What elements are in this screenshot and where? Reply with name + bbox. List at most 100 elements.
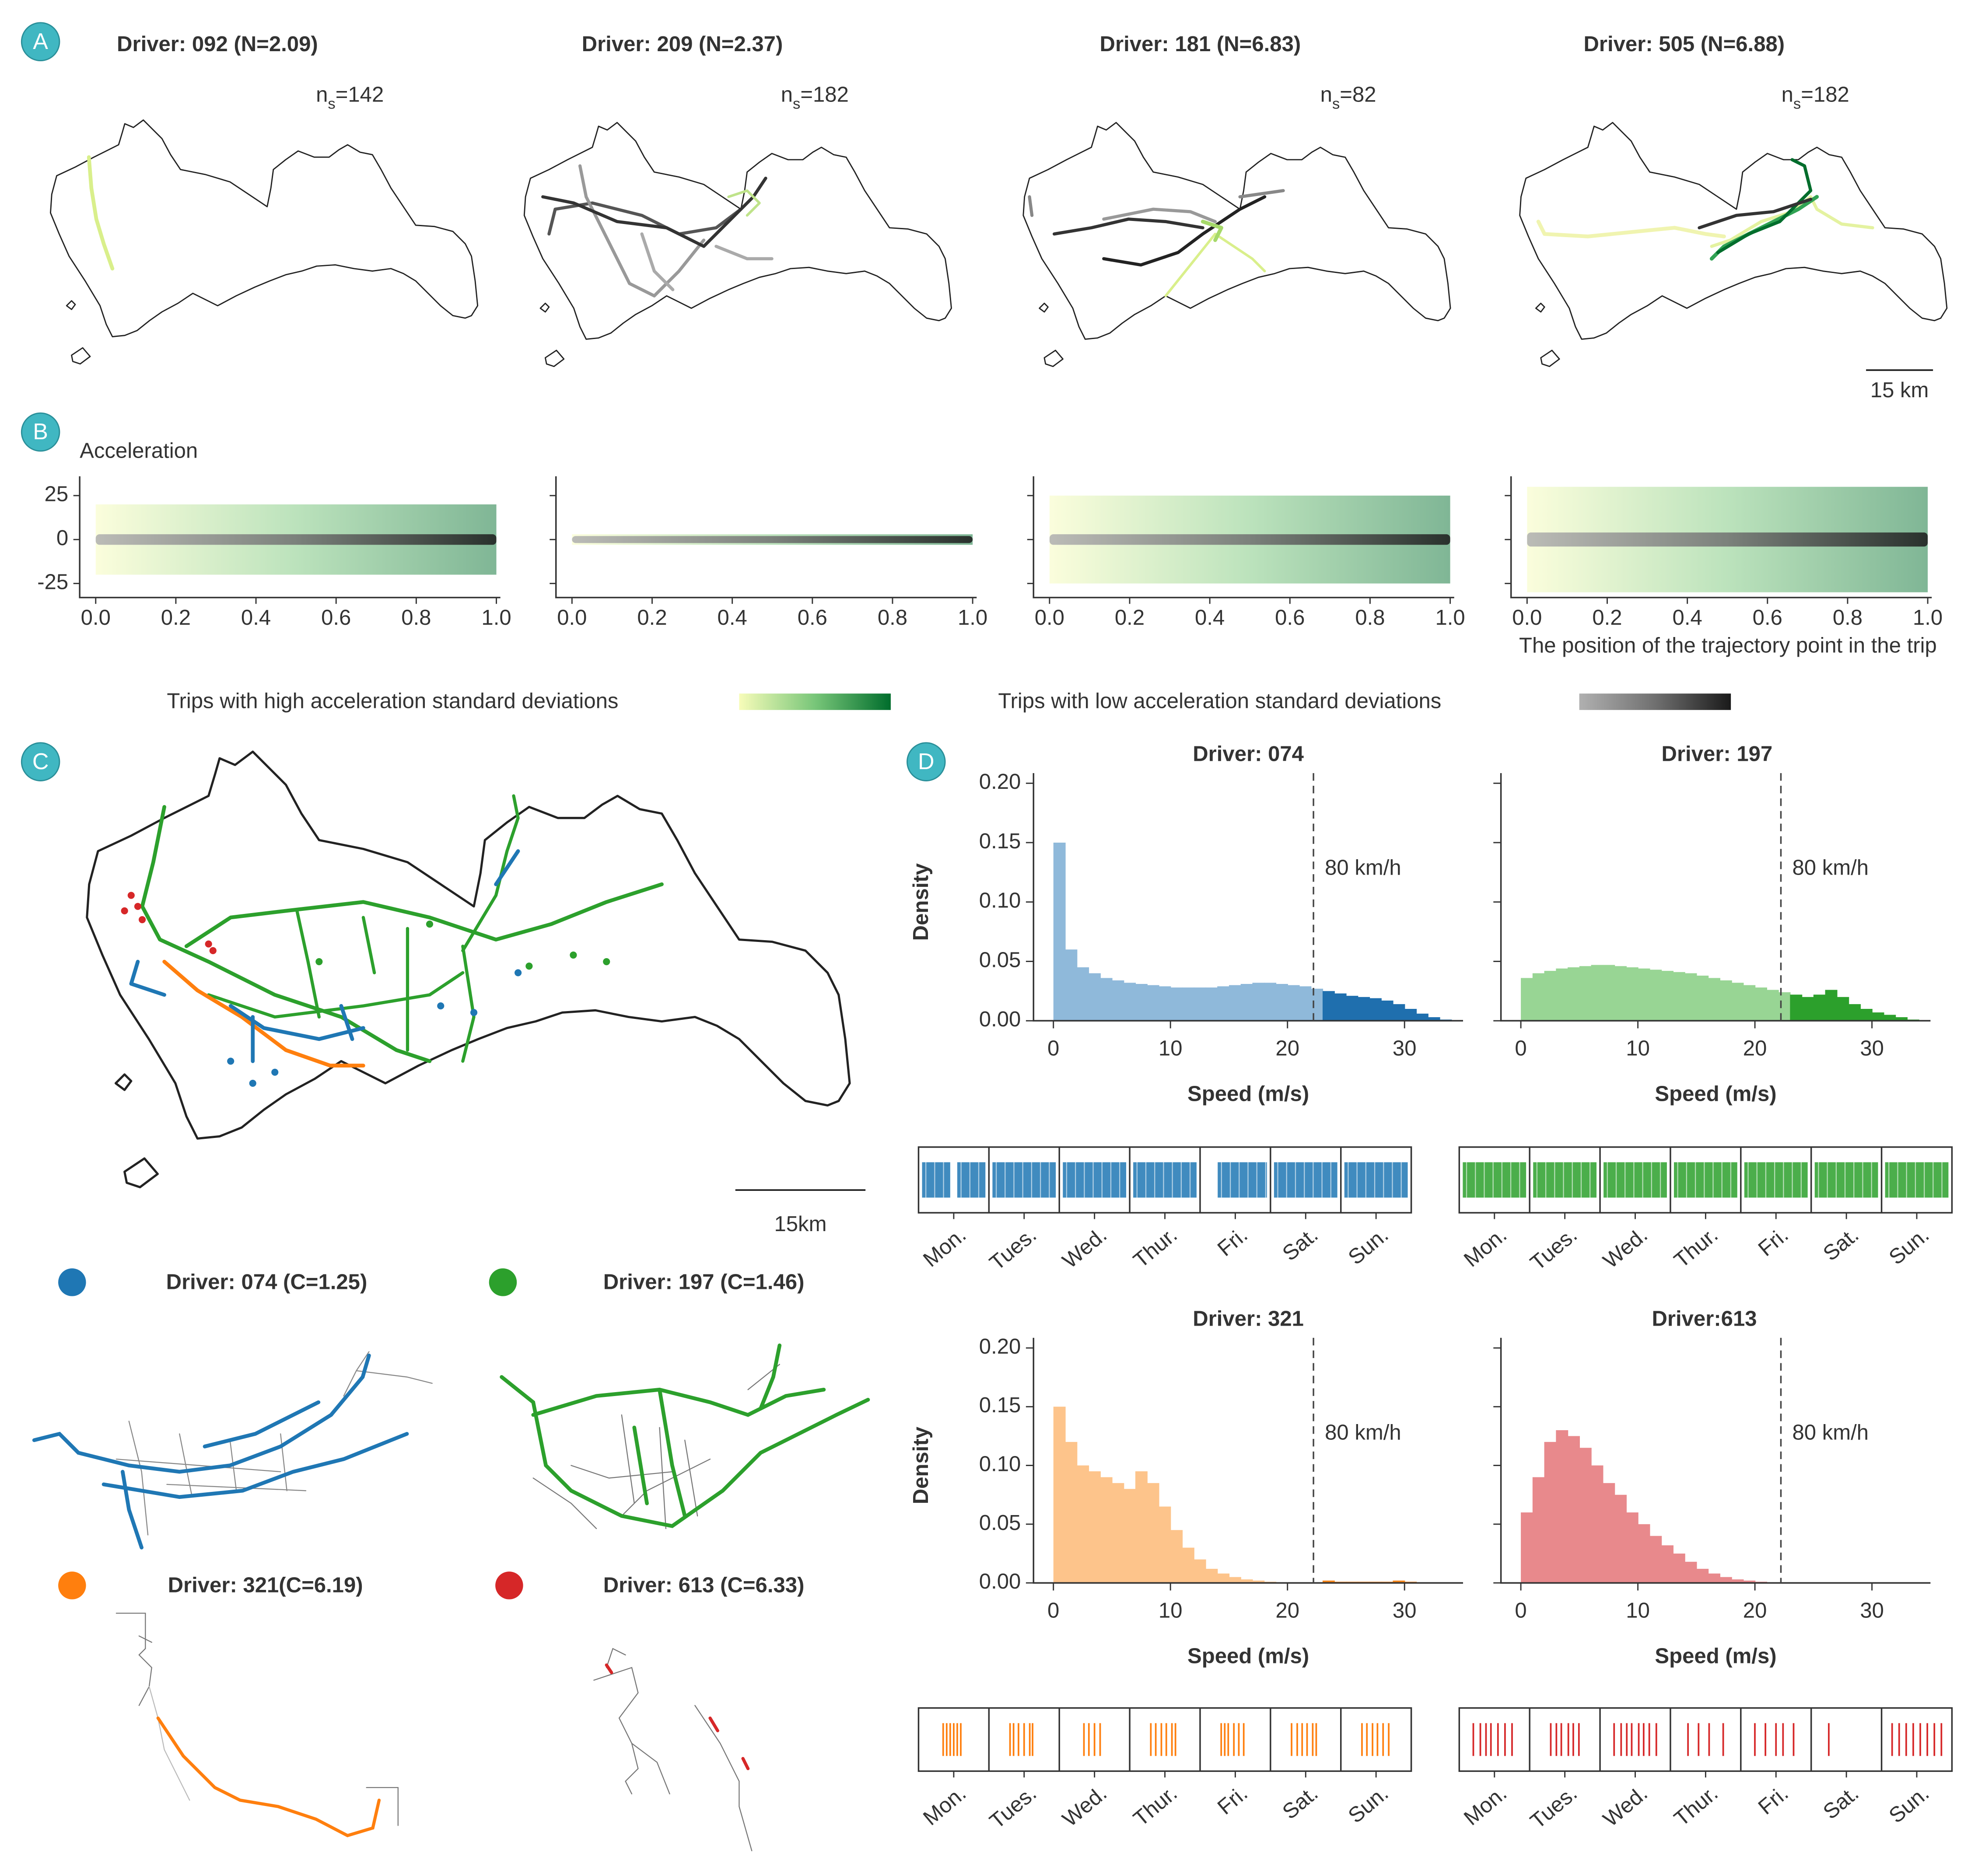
histogram-bar bbox=[1065, 1442, 1078, 1583]
map bbox=[50, 119, 479, 365]
x-tick-label: 0.2 bbox=[161, 606, 191, 630]
histogram-bar bbox=[1568, 967, 1580, 1021]
histogram-bar bbox=[1170, 987, 1183, 1021]
gps-point bbox=[249, 1079, 256, 1087]
day-label: Wed. bbox=[1058, 1782, 1111, 1831]
activity-span bbox=[1274, 1162, 1337, 1198]
histogram-bar bbox=[1696, 975, 1709, 1021]
x-axis-label: Speed (m/s) bbox=[1655, 1082, 1776, 1106]
y-tick-label: 0 bbox=[56, 526, 68, 550]
gps-point bbox=[470, 1009, 478, 1016]
activity-span bbox=[1344, 1162, 1408, 1198]
threshold-label: 80 km/h bbox=[1792, 1421, 1869, 1444]
route bbox=[500, 1343, 870, 1528]
histogram-bar bbox=[1252, 983, 1265, 1021]
histogram-bar bbox=[1696, 1568, 1709, 1583]
route bbox=[1698, 197, 1813, 230]
x-tick-label: 0.2 bbox=[637, 606, 667, 630]
annotation-part: =182 bbox=[800, 83, 849, 106]
histogram-bar bbox=[1194, 1559, 1206, 1583]
sample-count: ns=142 bbox=[316, 83, 384, 112]
x-tick-label: 0.8 bbox=[878, 606, 907, 630]
histogram-bar bbox=[1346, 996, 1358, 1021]
mini-map bbox=[32, 1351, 433, 1550]
route bbox=[1102, 207, 1217, 224]
histogram-bar bbox=[1544, 1442, 1557, 1583]
route bbox=[156, 1716, 381, 1838]
map-title: Driver: 505 (N=6.88) bbox=[1583, 32, 1785, 56]
legend-colorbar bbox=[1579, 693, 1731, 710]
activity-span bbox=[922, 1162, 950, 1198]
histogram-bar bbox=[1381, 1000, 1393, 1021]
histogram-bar bbox=[1568, 1436, 1580, 1583]
histogram-bar bbox=[1766, 990, 1779, 1021]
day-label: Mon. bbox=[919, 1782, 970, 1830]
histogram-bar bbox=[1544, 971, 1557, 1021]
histogram-bar bbox=[1404, 1008, 1417, 1021]
day-label: Tues. bbox=[985, 1782, 1041, 1834]
activity-span bbox=[1674, 1162, 1737, 1198]
histogram-bar bbox=[1229, 985, 1241, 1021]
histogram-bar bbox=[1661, 971, 1674, 1021]
legend-colorbar bbox=[739, 693, 891, 710]
histogram-bar bbox=[1240, 1579, 1253, 1583]
day-label: Wed. bbox=[1599, 1223, 1652, 1273]
histogram-bar bbox=[1100, 978, 1113, 1021]
panel-label: D bbox=[918, 749, 935, 774]
panel-badge bbox=[21, 742, 60, 781]
rug-frame bbox=[1458, 1707, 1953, 1772]
legend-label: Driver: 197 (C=1.46) bbox=[603, 1270, 805, 1294]
x-tick-label: 0.4 bbox=[1673, 606, 1702, 630]
histogram-bar bbox=[1556, 968, 1568, 1021]
histogram-bar bbox=[1614, 1494, 1627, 1583]
y-tick-label: 0.05 bbox=[979, 948, 1021, 972]
route bbox=[87, 155, 115, 271]
route bbox=[1201, 220, 1223, 242]
route bbox=[461, 794, 520, 952]
histogram-bar bbox=[1719, 980, 1732, 1021]
y-tick-label: 0.00 bbox=[979, 1570, 1021, 1593]
sample-count: ns=82 bbox=[1320, 83, 1376, 112]
x-axis-label: The position of the trajectory point in … bbox=[1519, 634, 1937, 657]
day-label: Sun. bbox=[1344, 1223, 1393, 1269]
annotation-part: n bbox=[1320, 83, 1332, 106]
histogram-bar bbox=[1205, 987, 1218, 1021]
histogram-bar bbox=[1848, 1004, 1861, 1021]
gps-point bbox=[525, 962, 533, 970]
x-tick-label: 1.0 bbox=[1913, 606, 1943, 630]
histogram-bar bbox=[1358, 997, 1370, 1021]
histogram-bar bbox=[1147, 1483, 1159, 1583]
histogram-bar bbox=[1532, 1477, 1545, 1583]
legend-label: Driver: 074 (C=1.25) bbox=[166, 1270, 368, 1294]
histogram-bar bbox=[1124, 1489, 1136, 1583]
histogram-bar bbox=[1135, 984, 1148, 1021]
histogram-bar bbox=[1393, 1580, 1405, 1583]
map-title: Driver: 181 (N=6.83) bbox=[1100, 32, 1301, 56]
route bbox=[532, 1364, 780, 1530]
day-label: Mon. bbox=[919, 1223, 970, 1272]
histogram-bar bbox=[1603, 1483, 1615, 1583]
histogram-bar bbox=[1053, 842, 1066, 1021]
histogram-bar bbox=[1322, 991, 1335, 1021]
axis-spine bbox=[79, 476, 501, 598]
histogram-bar bbox=[1112, 1483, 1124, 1583]
x-tick-label: 0.8 bbox=[401, 606, 431, 630]
x-tick-label: 30 bbox=[1393, 1037, 1417, 1060]
y-tick-label: 0.00 bbox=[979, 1008, 1021, 1031]
rug-frame bbox=[917, 1707, 1412, 1772]
x-tick-label: 20 bbox=[1743, 1037, 1767, 1060]
histogram-bar bbox=[1673, 972, 1685, 1021]
route bbox=[295, 909, 476, 1063]
x-tick-label: 0.4 bbox=[718, 606, 747, 630]
route bbox=[1164, 232, 1266, 298]
histogram-bar bbox=[1790, 994, 1803, 1021]
x-tick-label: 0.6 bbox=[798, 606, 827, 630]
x-axis-label: Speed (m/s) bbox=[1187, 1082, 1309, 1106]
histogram-bar bbox=[1684, 1561, 1697, 1583]
x-tick-label: 0 bbox=[1515, 1037, 1526, 1060]
x-tick-label: 10 bbox=[1626, 1599, 1650, 1622]
x-tick-label: 10 bbox=[1626, 1037, 1650, 1060]
histogram-bar bbox=[1124, 983, 1136, 1021]
histogram-bar bbox=[1393, 1004, 1405, 1021]
